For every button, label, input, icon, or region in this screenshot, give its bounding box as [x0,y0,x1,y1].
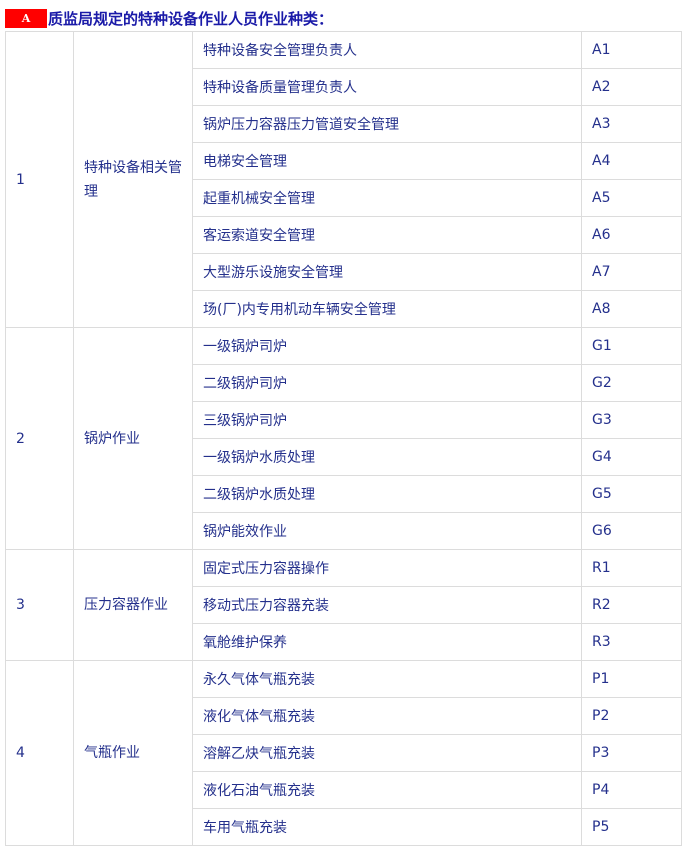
item-name: 三级锅炉司炉 [192,401,582,439]
item-code: G5 [581,475,682,513]
item-code: P1 [581,660,682,698]
group-category: 气瓶作业 [73,660,193,846]
item-code: A6 [581,216,682,254]
item-name: 固定式压力容器操作 [192,549,582,587]
group-number: 1 [5,31,74,328]
table-row: 液化气体气瓶充装 P2 [6,697,682,735]
table-row: 二级锅炉司炉 G2 [6,364,682,402]
item-name: 客运索道安全管理 [192,216,582,254]
item-name: 液化石油气瓶充装 [192,771,582,809]
item-name: 二级锅炉司炉 [192,364,582,402]
item-code: A1 [581,31,682,69]
item-code: A3 [581,105,682,143]
item-name: 氧舱维护保养 [192,623,582,661]
item-code: R3 [581,623,682,661]
item-name: 大型游乐设施安全管理 [192,253,582,291]
item-name: 一级锅炉水质处理 [192,438,582,476]
item-code: P5 [581,808,682,846]
table-row: 2 锅炉作业 一级锅炉司炉 G1 [5,327,682,550]
table-row: 大型游乐设施安全管理 A7 [6,253,682,291]
item-code: G4 [581,438,682,476]
item-code: A2 [581,68,682,106]
table-row: 移动式压力容器充装 R2 [6,586,682,624]
group-category: 锅炉作业 [73,327,193,550]
group-number: 2 [5,327,74,550]
item-name: 液化气体气瓶充装 [192,697,582,735]
item-name: 特种设备安全管理负责人 [192,31,582,69]
item-name: 起重机械安全管理 [192,179,582,217]
table-row: 起重机械安全管理 A5 [6,179,682,217]
item-code: A8 [581,290,682,328]
table-row: 特种设备质量管理负责人 A2 [6,68,682,106]
item-name: 永久气体气瓶充装 [192,660,582,698]
group-category: 压力容器作业 [73,549,193,661]
table-row: 3 压力容器作业 固定式压力容器操作 R1 [5,549,682,661]
item-name: 锅炉压力容器压力管道安全管理 [192,105,582,143]
item-name: 特种设备质量管理负责人 [192,68,582,106]
table-row: 4 气瓶作业 永久气体气瓶充装 P1 [5,660,682,846]
section-badge: A [5,8,47,28]
item-name: 车用气瓶充装 [192,808,582,846]
item-code: G6 [581,512,682,550]
table-row: 场(厂)内专用机动车辆安全管理 A8 [6,290,682,328]
item-code: G3 [581,401,682,439]
item-code: P3 [581,734,682,772]
item-code: G2 [581,364,682,402]
item-code: P2 [581,697,682,735]
item-name: 一级锅炉司炉 [192,327,582,365]
section-heading: 质监局规定的特种设备作业人员作业种类： [48,9,334,28]
item-name: 电梯安全管理 [192,142,582,180]
item-code: A7 [581,253,682,291]
group-category: 特种设备相关管理 [73,31,193,328]
table-row: 客运索道安全管理 A6 [6,216,682,254]
table-row: 二级锅炉水质处理 G5 [6,475,682,513]
table-row: 氧舱维护保养 R3 [6,623,682,661]
item-name: 移动式压力容器充装 [192,586,582,624]
item-code: A5 [581,179,682,217]
item-name: 二级锅炉水质处理 [192,475,582,513]
table-row: 锅炉压力容器压力管道安全管理 A3 [6,105,682,143]
operation-types-table: 1 特种设备相关管理 特种设备安全管理负责人 A1 特种设备质量管理负责人 A2 锅炉压力容… [5,31,682,846]
item-name: 锅炉能效作业 [192,512,582,550]
section-title: A 质监局规定的特种设备作业人员作业种类： [5,8,333,28]
item-code: R1 [581,549,682,587]
table-row: 1 特种设备相关管理 特种设备安全管理负责人 A1 [5,31,682,328]
table-row: 锅炉能效作业 G6 [6,512,682,550]
group-number: 4 [5,660,74,846]
item-code: P4 [581,771,682,809]
item-code: R2 [581,586,682,624]
table-row: 溶解乙炔气瓶充装 P3 [6,734,682,772]
table-row: 液化石油气瓶充装 P4 [6,771,682,809]
table-row: 电梯安全管理 A4 [6,142,682,180]
table-row: 三级锅炉司炉 G3 [6,401,682,439]
item-code: A4 [581,142,682,180]
item-code: G1 [581,327,682,365]
group-number: 3 [5,549,74,661]
item-name: 场(厂)内专用机动车辆安全管理 [192,290,582,328]
item-name: 溶解乙炔气瓶充装 [192,734,582,772]
